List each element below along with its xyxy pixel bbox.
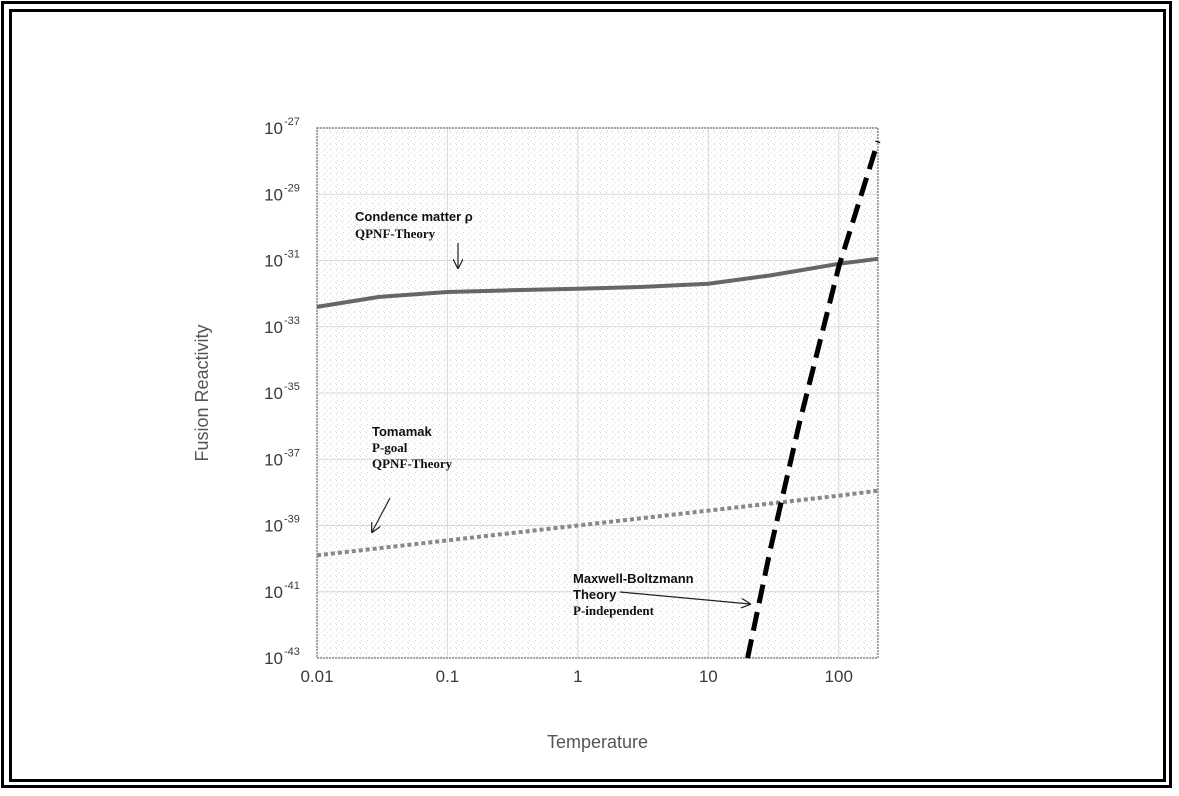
annotation-label: P-independent [573, 603, 655, 618]
x-tick-label: 1 [573, 667, 582, 686]
y-tick-exponent: -39 [284, 514, 300, 526]
annotation-label: QPNF-Theory [372, 456, 453, 471]
x-tick-label: 10 [699, 667, 718, 686]
annotation-label: QPNF-Theory [355, 226, 436, 241]
y-tick-label: 10 [264, 318, 283, 337]
inner-frame [9, 9, 1166, 782]
y-tick-exponent: -29 [284, 182, 300, 194]
y-axis-title: Fusion Reactivity [192, 324, 212, 461]
annotation-label: Theory [573, 587, 617, 602]
x-tick-label: 100 [825, 667, 853, 686]
y-tick-exponent: -37 [284, 447, 300, 459]
y-tick-exponent: -41 [284, 580, 300, 592]
y-tick-label: 10 [264, 450, 283, 469]
series-dashed-line [745, 140, 881, 659]
annotation-label: P-goal [372, 440, 408, 455]
y-tick-label: 10 [264, 517, 283, 536]
y-tick-exponent: -35 [284, 381, 300, 393]
y-tick-exponent: -43 [284, 646, 300, 658]
annotation-arrow [619, 591, 750, 604]
annotation-label: Maxwell-Boltzmann [573, 571, 694, 586]
y-tick-label: 10 [264, 583, 283, 602]
x-tick-label: 0.1 [436, 667, 460, 686]
y-tick-exponent: -33 [284, 315, 300, 327]
y-tick-label: 10 [264, 185, 283, 204]
y-tick-label: 10 [264, 119, 283, 138]
y-tick-exponent: -31 [284, 249, 300, 261]
x-tick-label: 0.01 [300, 667, 333, 686]
x-axis-title: Temperature [547, 732, 648, 752]
y-tick-label: 10 [264, 649, 283, 668]
series-solid-line [316, 256, 879, 309]
y-tick-label: 10 [264, 252, 283, 271]
annotation-label: Condence matter ρ [355, 209, 473, 224]
y-tick-label: 10 [264, 384, 283, 403]
plot-frame [316, 127, 879, 659]
annotation-arrow [372, 497, 391, 532]
annotation-label: Tomamak [372, 424, 432, 439]
y-tick-exponent: -27 [284, 116, 300, 128]
